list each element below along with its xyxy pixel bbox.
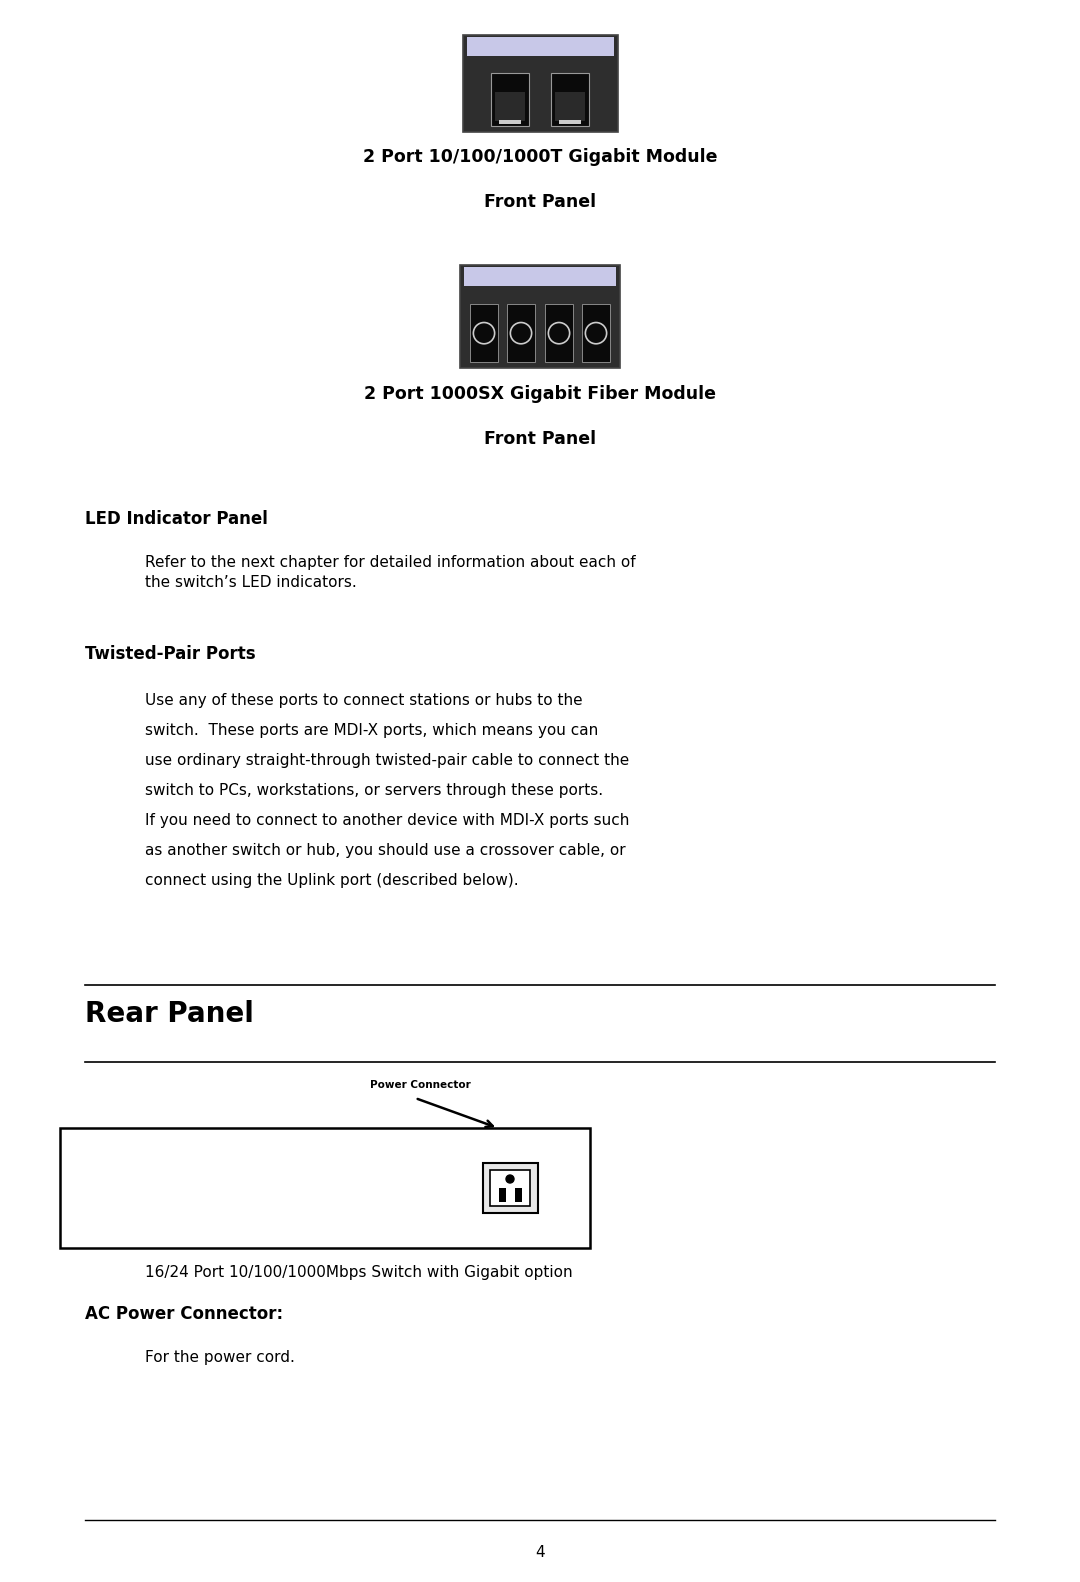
Bar <box>470 304 498 362</box>
Text: 4: 4 <box>536 1546 544 1560</box>
Text: 16/24 Port 10/100/1000Mbps Switch with Gigabit option: 16/24 Port 10/100/1000Mbps Switch with G… <box>145 1266 572 1280</box>
Circle shape <box>591 327 602 339</box>
Bar <box>460 266 620 369</box>
Text: Front Panel: Front Panel <box>484 430 596 448</box>
Bar <box>555 92 585 120</box>
Bar <box>491 73 529 127</box>
Text: Power Connector: Power Connector <box>370 1081 471 1090</box>
Bar <box>551 73 589 127</box>
Text: AC Power Connector:: AC Power Connector: <box>85 1305 283 1323</box>
Bar <box>545 304 573 362</box>
Bar <box>499 120 521 123</box>
Bar <box>514 1188 522 1202</box>
Text: use ordinary straight-through twisted-pair cable to connect the: use ordinary straight-through twisted-pa… <box>145 753 630 767</box>
Bar <box>483 1163 538 1213</box>
Circle shape <box>553 327 565 339</box>
Text: Twisted-Pair Ports: Twisted-Pair Ports <box>85 645 256 663</box>
Bar <box>60 1128 590 1248</box>
Bar <box>467 36 613 57</box>
Text: LED Indicator Panel: LED Indicator Panel <box>85 509 268 528</box>
Text: Use any of these ports to connect stations or hubs to the: Use any of these ports to connect statio… <box>145 693 582 709</box>
Bar <box>582 304 610 362</box>
Text: connect using the Uplink port (described below).: connect using the Uplink port (described… <box>145 873 518 888</box>
Bar <box>464 267 616 286</box>
Bar <box>462 35 618 131</box>
Text: If you need to connect to another device with MDI-X ports such: If you need to connect to another device… <box>145 813 630 827</box>
Circle shape <box>507 1175 514 1183</box>
Text: Refer to the next chapter for detailed information about each of
the switch’s LE: Refer to the next chapter for detailed i… <box>145 555 636 590</box>
Text: switch.  These ports are MDI-X ports, which means you can: switch. These ports are MDI-X ports, whi… <box>145 723 598 737</box>
Bar <box>490 1171 530 1205</box>
Text: 2 Port 10/100/1000T Gigabit Module: 2 Port 10/100/1000T Gigabit Module <box>363 149 717 166</box>
Text: 2 Port 1000SX Gigabit Fiber Module: 2 Port 1000SX Gigabit Fiber Module <box>364 384 716 403</box>
Bar <box>499 1188 505 1202</box>
Text: as another switch or hub, you should use a crossover cable, or: as another switch or hub, you should use… <box>145 843 625 857</box>
Text: For the power cord.: For the power cord. <box>145 1349 295 1365</box>
Text: switch to PCs, workstations, or servers through these ports.: switch to PCs, workstations, or servers … <box>145 783 603 797</box>
Circle shape <box>515 327 527 339</box>
Circle shape <box>478 327 489 339</box>
Bar <box>495 92 525 120</box>
Text: Rear Panel: Rear Panel <box>85 1000 254 1028</box>
Bar <box>507 304 535 362</box>
Bar <box>559 120 581 123</box>
Text: Front Panel: Front Panel <box>484 193 596 210</box>
